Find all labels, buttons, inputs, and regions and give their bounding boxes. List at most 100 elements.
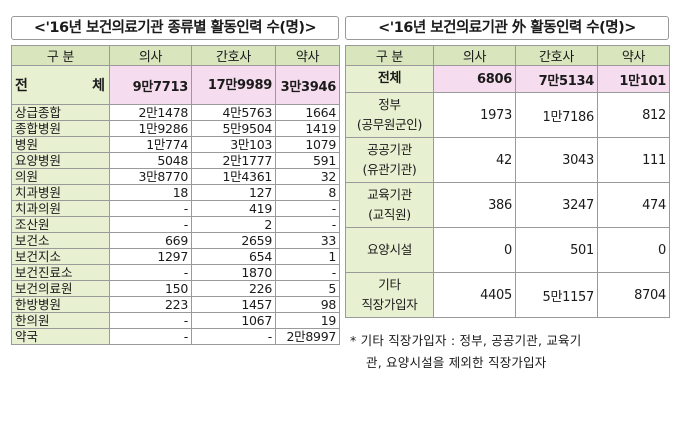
cell-doctor: 0 bbox=[433, 227, 516, 273]
cell-doctor: 1만9286 bbox=[109, 120, 192, 137]
cell-doctor: 223 bbox=[109, 296, 192, 313]
cell-pharmacist: 8704 bbox=[597, 272, 670, 318]
cell-pharmacist: - bbox=[275, 216, 340, 233]
cell-nurse: 4만5763 bbox=[191, 104, 276, 121]
row-label-line-1: 교육기관 bbox=[367, 187, 412, 202]
footnote-line-2: 관, 요양시설을 제외한 직장가입자 bbox=[366, 355, 547, 370]
table-row: 치과의원 -419- bbox=[11, 200, 340, 217]
row-label: 치과의원 bbox=[11, 200, 110, 217]
left-table: 구 분 의사 간호사 약사 전 체 9만7713 17만9989 3만3946 … bbox=[11, 45, 340, 345]
row-label: 의원 bbox=[11, 168, 110, 185]
right-table: 구 분 의사 간호사 약사 전체 6806 7만5134 1만101 정부 (공무… bbox=[345, 45, 670, 318]
total-nurse: 17만9989 bbox=[191, 65, 276, 105]
table-row: 정부 (공무원군인) 1973 1만7186 812 bbox=[345, 92, 670, 138]
table-row: 공공기관 (유관기관) 42 3043 111 bbox=[345, 137, 670, 183]
header-category: 구 분 bbox=[11, 45, 110, 66]
cell-pharmacist: 19 bbox=[275, 312, 340, 329]
row-label-line-1: 정부 bbox=[378, 97, 401, 112]
table-row: 보건의료원 150 226 5 bbox=[11, 280, 340, 297]
row-label-line-2: (공무원군인) bbox=[356, 117, 423, 132]
table-row: 상급종합 2만1478 4만5763 1664 bbox=[11, 104, 340, 121]
table-row: 요양병원 5048 2만1777 591 bbox=[11, 152, 340, 169]
header-category: 구 분 bbox=[345, 45, 434, 66]
cell-nurse: 1067 bbox=[191, 312, 276, 329]
cell-doctor: 669 bbox=[109, 232, 192, 249]
cell-doctor: 3만8770 bbox=[109, 168, 192, 185]
total-label: 전체 bbox=[345, 65, 434, 93]
row-label-line-1: 기타 bbox=[378, 277, 401, 292]
table-row: 의원 3만8770 1만4361 32 bbox=[11, 168, 340, 185]
cell-nurse: 1만7186 bbox=[515, 92, 598, 138]
right-table-body: 정부 (공무원군인) 1973 1만7186 812 공공기관 (유관기관) 42 3043 11… bbox=[345, 92, 670, 318]
row-label: 상급종합 bbox=[11, 104, 110, 121]
cell-pharmacist: 111 bbox=[597, 137, 670, 183]
left-table-title: <'16년 보건의료기관 종류별 활동인력 수(명)> bbox=[11, 16, 339, 40]
cell-pharmacist: 2만8997 bbox=[275, 328, 340, 345]
left-total-row: 전 체 9만7713 17만9989 3만3946 bbox=[11, 65, 340, 105]
cell-pharmacist: 1419 bbox=[275, 120, 340, 137]
row-label-line-1: 공공기관 bbox=[367, 142, 412, 157]
cell-nurse: 501 bbox=[515, 227, 598, 273]
table-row: 요양시설 0 501 0 bbox=[345, 227, 670, 273]
cell-pharmacist: 33 bbox=[275, 232, 340, 249]
row-label: 공공기관 (유관기관) bbox=[345, 137, 434, 183]
cell-pharmacist: 1 bbox=[275, 248, 340, 265]
table-row: 보건진료소 -1870- bbox=[11, 264, 340, 281]
total-nurse: 7만5134 bbox=[515, 65, 598, 93]
left-panel: <'16년 보건의료기관 종류별 활동인력 수(명)> 구 분 의사 간호사 약… bbox=[11, 16, 340, 345]
row-label: 보건지소 bbox=[11, 248, 110, 265]
table-row: 보건소 669 2659 33 bbox=[11, 232, 340, 249]
table-row: 교육기관 (교직원) 386 3247 474 bbox=[345, 182, 670, 228]
cell-nurse: 127 bbox=[191, 184, 276, 201]
table-row: 치과병원 18 127 8 bbox=[11, 184, 340, 201]
cell-doctor: - bbox=[109, 216, 192, 233]
left-table-body: 상급종합 2만1478 4만5763 1664 종합병원 1만9286 5만9504 1419… bbox=[11, 104, 340, 345]
cell-doctor: 2만1478 bbox=[109, 104, 192, 121]
right-table-title: <'16년 보건의료기관 外 활동인력 수(명)> bbox=[345, 16, 669, 40]
cell-pharmacist: 1079 bbox=[275, 136, 340, 153]
cell-nurse: 5만9504 bbox=[191, 120, 276, 137]
cell-doctor: 1297 bbox=[109, 248, 192, 265]
row-label: 정부 (공무원군인) bbox=[345, 92, 434, 138]
right-total-row: 전체 6806 7만5134 1만101 bbox=[345, 65, 670, 93]
header-nurse: 간호사 bbox=[515, 45, 598, 66]
cell-nurse: 1457 bbox=[191, 296, 276, 313]
cell-pharmacist: 5 bbox=[275, 280, 340, 297]
row-label: 한방병원 bbox=[11, 296, 110, 313]
cell-nurse: 5만1157 bbox=[515, 272, 598, 318]
cell-pharmacist: 0 bbox=[597, 227, 670, 273]
total-pharmacist: 3만3946 bbox=[275, 65, 340, 105]
cell-doctor: - bbox=[109, 328, 192, 345]
row-label: 보건의료원 bbox=[11, 280, 110, 297]
row-label: 요양병원 bbox=[11, 152, 110, 169]
row-label-line-2: (교직원) bbox=[368, 207, 411, 222]
cell-doctor: - bbox=[109, 264, 192, 281]
total-doctor: 6806 bbox=[433, 65, 516, 93]
table-row: 조산원 -2- bbox=[11, 216, 340, 233]
row-label-line-2: 직장가입자 bbox=[361, 297, 418, 312]
row-label: 한의원 bbox=[11, 312, 110, 329]
cell-nurse: 2 bbox=[191, 216, 276, 233]
row-label: 약국 bbox=[11, 328, 110, 345]
cell-doctor: 18 bbox=[109, 184, 192, 201]
table-row: 보건지소 1297 654 1 bbox=[11, 248, 340, 265]
row-label: 교육기관 (교직원) bbox=[345, 182, 434, 228]
cell-nurse: 3만103 bbox=[191, 136, 276, 153]
header-nurse: 간호사 bbox=[191, 45, 276, 66]
cell-doctor: - bbox=[109, 312, 192, 329]
total-label: 전 체 bbox=[11, 65, 110, 105]
header-doctor: 의사 bbox=[109, 45, 192, 66]
cell-nurse: 3043 bbox=[515, 137, 598, 183]
right-header-row: 구 분 의사 간호사 약사 bbox=[345, 45, 670, 66]
right-panel: <'16년 보건의료기관 外 활동인력 수(명)> 구 분 의사 간호사 약사 … bbox=[345, 16, 670, 318]
row-label-line-2: (유관기관) bbox=[362, 162, 417, 177]
table-row: 종합병원 1만9286 5만9504 1419 bbox=[11, 120, 340, 137]
cell-doctor: 1만774 bbox=[109, 136, 192, 153]
row-label: 병원 bbox=[11, 136, 110, 153]
cell-doctor: 150 bbox=[109, 280, 192, 297]
row-label: 치과병원 bbox=[11, 184, 110, 201]
table-row: 한의원 -1067 19 bbox=[11, 312, 340, 329]
table-row: 병원 1만774 3만103 1079 bbox=[11, 136, 340, 153]
header-pharmacist: 약사 bbox=[275, 45, 340, 66]
